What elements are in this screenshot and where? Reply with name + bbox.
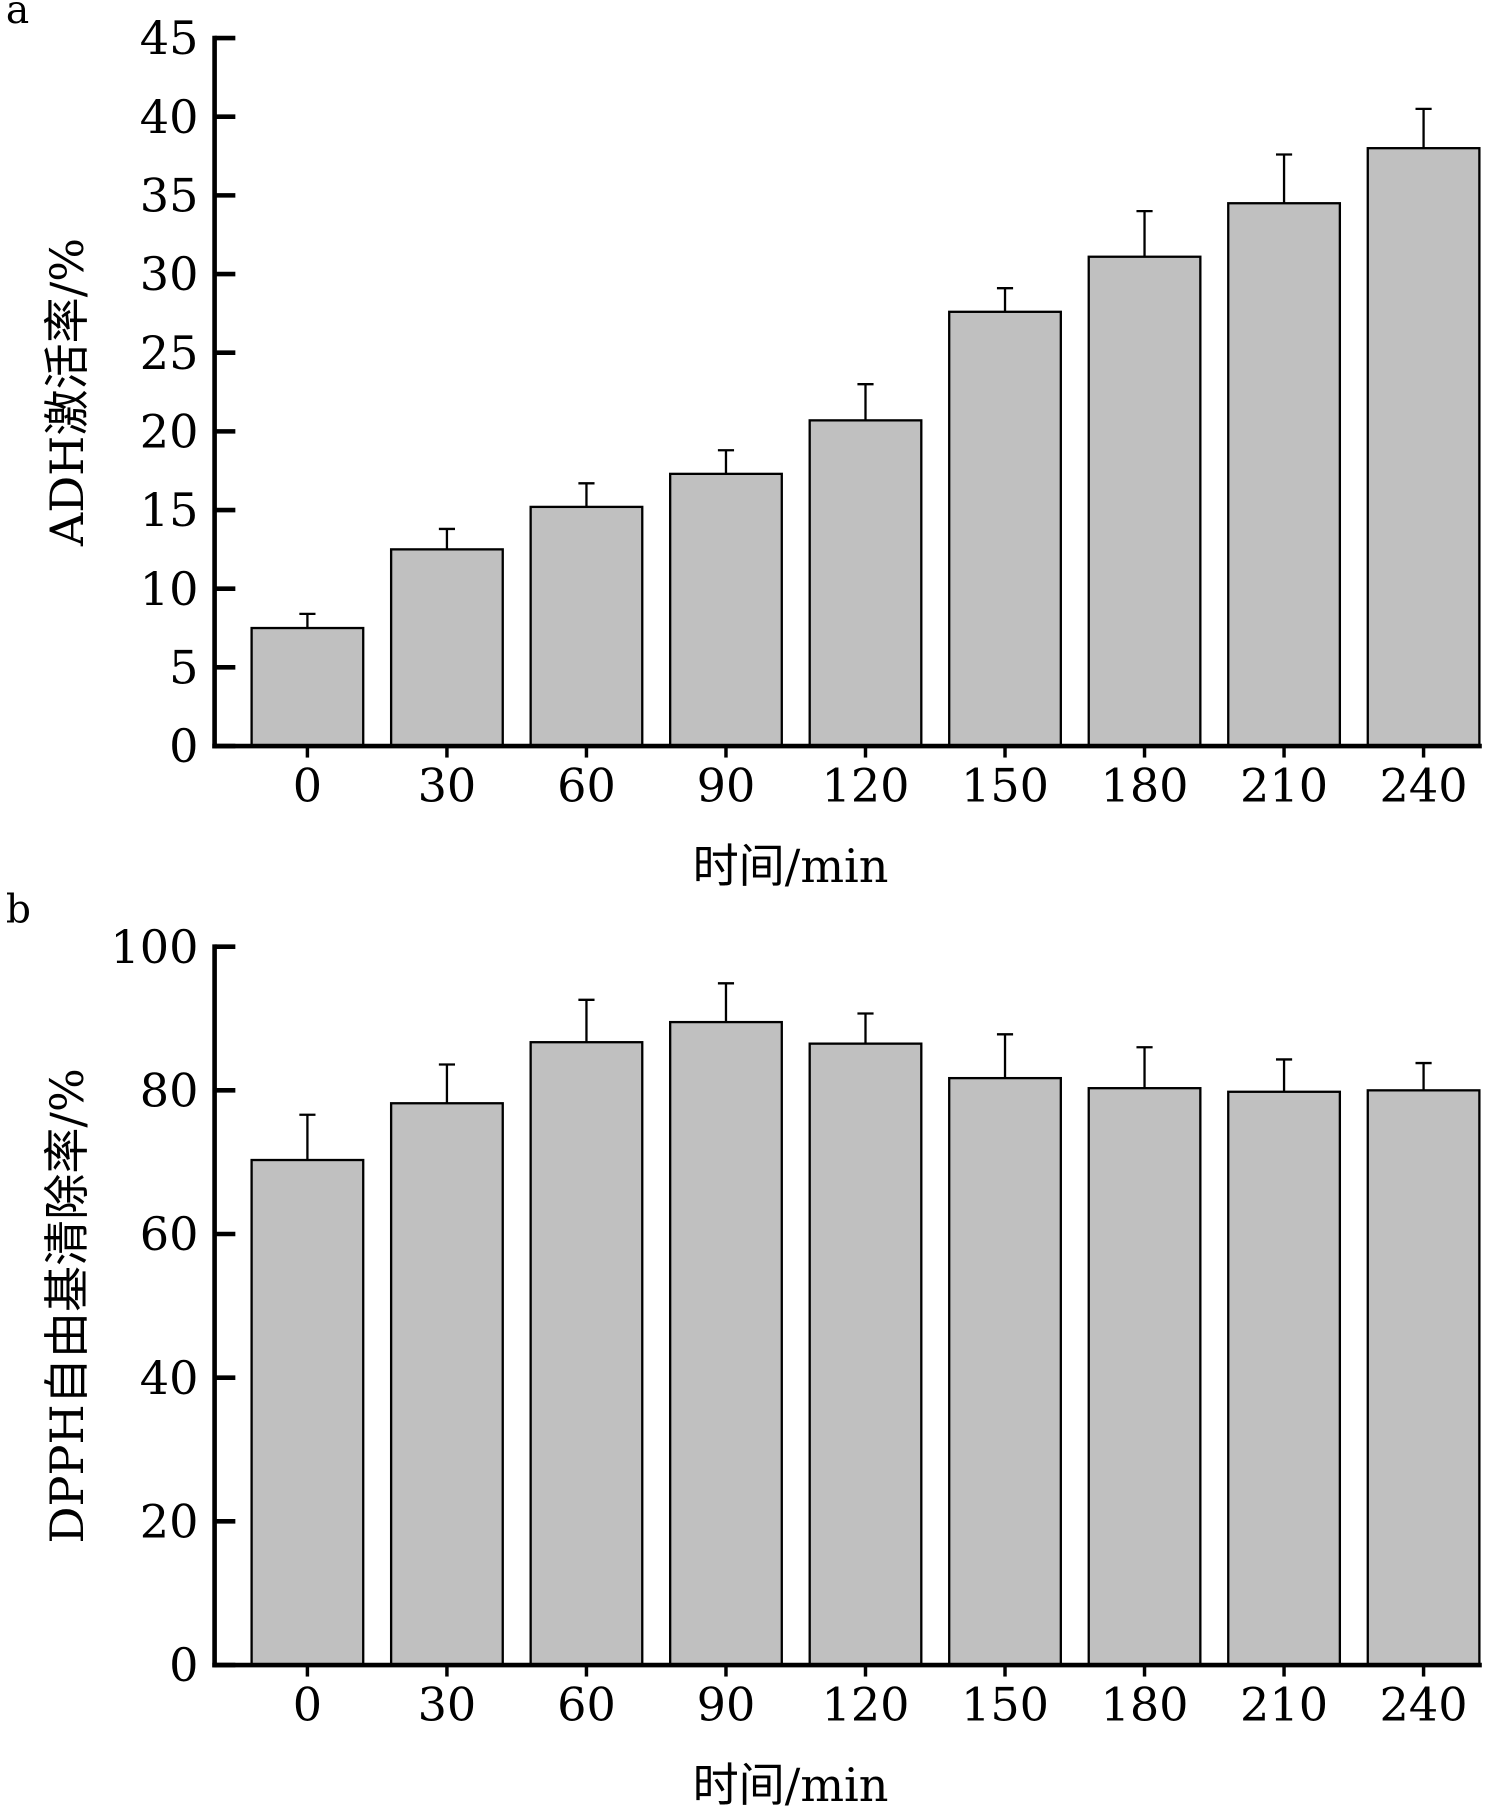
x-tick-label: 120	[821, 758, 909, 812]
bar	[808, 419, 923, 748]
x-tick-label: 150	[961, 758, 1049, 812]
y-tick-label: 30	[140, 247, 199, 301]
x-tick-label: 90	[697, 1677, 756, 1731]
y-tick-label: 20	[140, 1494, 199, 1548]
x-tick-label: 0	[293, 1677, 322, 1731]
bar	[948, 310, 1062, 748]
y-tick-label: 25	[140, 326, 199, 380]
x-tick-label: 210	[1240, 1677, 1328, 1731]
y-tick-label: 20	[140, 405, 199, 459]
x-tick-label: 30	[418, 1677, 477, 1731]
x-tick-label: 180	[1101, 758, 1189, 812]
chart-panel-b: b 0 30 60 90 120 150 180 210 240 0 20 40 60 80 100 时间/mi…	[6, 887, 1482, 1808]
y-tick-label: 5	[169, 641, 198, 695]
y-tick-label: 10	[140, 562, 199, 616]
y-tick-label: 60	[140, 1207, 199, 1261]
y-tick-label: 80	[140, 1063, 199, 1117]
y-tick-label: 0	[169, 1638, 198, 1692]
bar	[1366, 1089, 1481, 1667]
x-tick-label: 120	[821, 1677, 909, 1731]
y-tick-label: 35	[140, 169, 199, 223]
bar	[1087, 1087, 1202, 1667]
x-tick-label: 60	[557, 758, 616, 812]
chart-panel-a: a 0 30 60 90 120 150 180 210 240 0 5 10 15 20 25 30 35 40 4…	[6, 0, 1482, 893]
x-tick-label: 210	[1240, 758, 1328, 812]
x-tick-label: 90	[697, 758, 756, 812]
bar	[1366, 147, 1481, 748]
y-tick-label: 40	[140, 1351, 199, 1405]
bar	[389, 1102, 504, 1667]
bar	[250, 1158, 365, 1667]
x-axis-label: 时间/min	[693, 1758, 889, 1808]
bar	[389, 548, 504, 748]
x-tick-label: 0	[293, 758, 322, 812]
bar	[808, 1042, 923, 1667]
bar	[529, 1041, 644, 1667]
bar	[1227, 202, 1342, 748]
x-tick-label: 60	[557, 1677, 616, 1731]
x-axis-label: 时间/min	[693, 839, 889, 893]
y-tick-label: 40	[140, 90, 199, 144]
panel-label: a	[6, 0, 29, 33]
y-tick-label: 15	[140, 483, 199, 537]
panel-label: b	[6, 887, 31, 932]
bar	[529, 505, 644, 748]
x-tick-label: 180	[1101, 1677, 1189, 1731]
y-tick-label: 45	[140, 11, 199, 65]
x-tick-label: 150	[961, 1677, 1049, 1731]
y-tick-label: 0	[169, 719, 198, 773]
x-tick-label: 240	[1380, 758, 1468, 812]
bar	[1227, 1090, 1342, 1667]
bar	[250, 626, 365, 748]
bar	[669, 1020, 783, 1667]
y-axis-label: DPPH自由基清除率/%	[40, 1068, 94, 1543]
x-tick-label: 30	[418, 758, 477, 812]
y-axis-label: ADH激活率/%	[40, 238, 94, 547]
bar	[1087, 255, 1202, 748]
x-tick-label: 240	[1380, 1677, 1468, 1731]
y-tick-label: 100	[110, 920, 198, 974]
bar	[948, 1076, 1062, 1667]
bar	[669, 472, 783, 748]
